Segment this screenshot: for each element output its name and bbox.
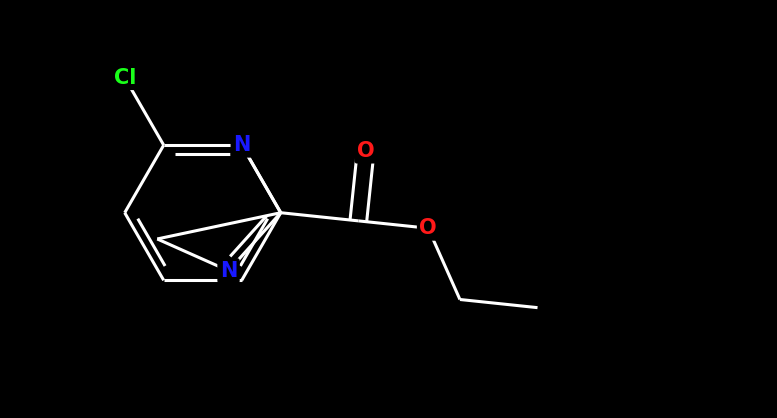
- Text: O: O: [357, 141, 375, 161]
- Text: Cl: Cl: [113, 68, 136, 87]
- Text: N: N: [220, 261, 237, 281]
- Text: N: N: [233, 135, 250, 155]
- Text: O: O: [420, 218, 437, 238]
